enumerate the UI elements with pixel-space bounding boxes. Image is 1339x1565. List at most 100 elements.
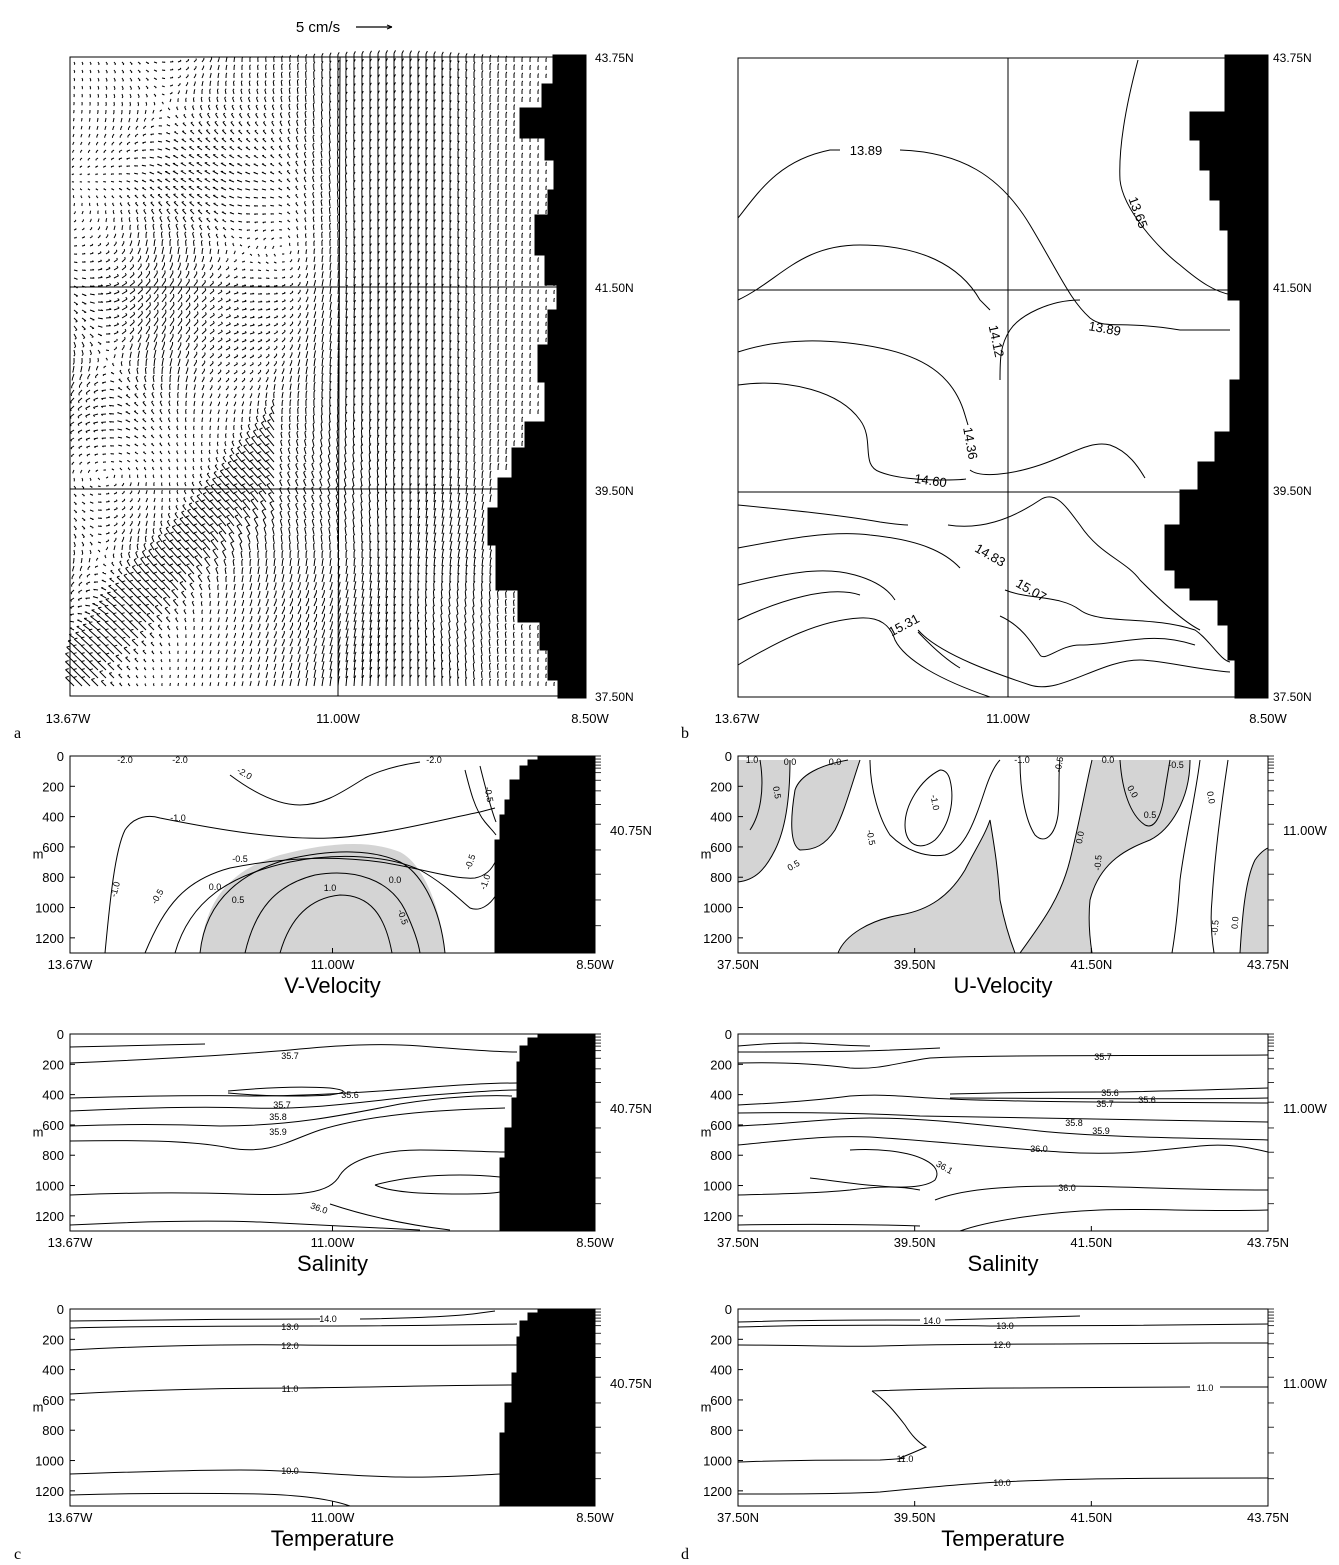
panel-title: Temperature: [941, 1526, 1065, 1551]
x-tick-label: 8.50W: [571, 711, 609, 726]
contour-line: [69, 1044, 518, 1064]
y-tick-label: 400: [42, 810, 64, 825]
contour-label: 0.0: [829, 757, 842, 767]
contour-label: -0.5: [463, 853, 478, 871]
y-tick-label: 600: [710, 1393, 732, 1408]
y-tick-label: 1200: [703, 1484, 732, 1499]
contour-line: [1119, 59, 1233, 296]
contour-line: [737, 340, 969, 426]
vector-field: [65, 50, 555, 687]
y-tick-label: 0: [725, 1027, 732, 1042]
contour-line: [999, 299, 1081, 381]
side-label: 11.00W: [1283, 1101, 1328, 1116]
contour-line: [1210, 759, 1229, 954]
y-tick-label: 37.50N: [1273, 690, 1312, 704]
contour-label: 13.0: [281, 1322, 299, 1332]
contour-label: 13.65: [1126, 195, 1151, 231]
y-tick-label: 400: [710, 810, 732, 825]
y-tick-label: 1200: [703, 931, 732, 946]
scale-arrow-head: [386, 24, 393, 30]
panel-title: V-Velocity: [284, 973, 381, 998]
contour-label: 35.8: [1065, 1118, 1083, 1128]
contour-line: [464, 769, 497, 836]
contour-label: 35.8: [269, 1112, 287, 1122]
x-tick-label: 39.50N: [894, 1510, 936, 1525]
x-tick-label: 13.67W: [48, 1235, 94, 1250]
contour-line: [69, 1323, 518, 1329]
contour-label: 14.83: [972, 540, 1008, 569]
x-tick-label: 41.50N: [1070, 1235, 1112, 1250]
y-tick-label: 0: [57, 1302, 64, 1317]
contour-label: -2.0: [426, 755, 442, 765]
contour-line: [737, 1342, 1269, 1347]
y-tick-label: 1200: [35, 1484, 64, 1499]
contour-line: [69, 1082, 518, 1099]
y-tick-label: 1200: [703, 1209, 732, 1224]
contour-line: [1119, 759, 1171, 827]
land-mask: [499, 1033, 596, 1232]
contour-label: 14.60: [913, 471, 947, 490]
x-tick-label: 13.67W: [48, 957, 94, 972]
contour-label: 15.31: [886, 611, 922, 640]
contour-label: -2.0: [117, 755, 133, 765]
velocity-vectors: [65, 50, 555, 687]
contour-label: -1.0: [478, 873, 493, 891]
contour-line: [144, 857, 497, 954]
x-tick-label: 43.75N: [1247, 1235, 1289, 1250]
y-tick-label: 0: [725, 749, 732, 764]
contour-line: [737, 1315, 1081, 1323]
contour-label: -0.5: [232, 854, 248, 864]
contour-label: 13.0: [996, 1321, 1014, 1331]
contour-label: -1.0: [929, 794, 942, 811]
contour-label: 12.0: [281, 1341, 299, 1351]
y-unit-label: m: [33, 1399, 44, 1414]
contour-line: [199, 851, 446, 954]
contour-line: [871, 1390, 928, 1459]
contour-label: 35.9: [1092, 1126, 1110, 1136]
y-tick-label: 200: [42, 1057, 64, 1072]
contour-line: [174, 856, 497, 954]
panel-label: a: [14, 725, 21, 742]
contour-line: [809, 1149, 938, 1188]
contour-line: [737, 591, 861, 621]
y-tick-label: 0: [725, 1302, 732, 1317]
y-tick-label: 1200: [35, 1209, 64, 1224]
contour-line: [69, 1095, 513, 1127]
panel-label: c: [14, 1546, 21, 1563]
y-tick-label: 39.50N: [595, 484, 634, 498]
side-label: 11.00W: [1283, 823, 1328, 838]
contour-label: 35.7: [273, 1100, 291, 1110]
contour-label: 11.0: [1197, 1383, 1214, 1393]
contour-line: [1088, 759, 1191, 954]
panel-title: Salinity: [968, 1251, 1039, 1276]
y-tick-label: 41.50N: [595, 281, 634, 295]
panel-label: d: [681, 1546, 689, 1563]
contour-label: 35.6: [341, 1090, 359, 1100]
side-label: 40.75N: [610, 1101, 652, 1116]
contour-label: -0.5: [1092, 855, 1103, 871]
contour-line: [737, 1042, 871, 1047]
y-tick-label: 600: [710, 1118, 732, 1133]
contour-label: 13.89: [850, 143, 883, 158]
contour-label: 35.9: [269, 1127, 287, 1137]
y-tick-label: 400: [710, 1088, 732, 1103]
y-tick-label: 0: [57, 1027, 64, 1042]
x-tick-label: 8.50W: [576, 1510, 614, 1525]
y-tick-label: 800: [710, 870, 732, 885]
contour-line: [69, 1344, 518, 1351]
y-tick-label: 200: [42, 1332, 64, 1347]
y-tick-label: 1000: [703, 1454, 732, 1469]
x-tick-label: 41.50N: [1070, 1510, 1112, 1525]
y-unit-label: m: [33, 1124, 44, 1139]
contour-label: 1.0: [324, 883, 337, 893]
contour-line: [749, 759, 763, 831]
contour-line: [737, 1117, 1269, 1141]
contour-line: [737, 1094, 1269, 1106]
contour-line: [69, 1384, 513, 1395]
contour-label: -1.0: [108, 880, 122, 898]
contour-label: 1.0: [746, 755, 759, 765]
contour-line: [229, 761, 421, 806]
contour-line: [479, 765, 497, 823]
contour-line: [737, 533, 1231, 663]
y-tick-label: 200: [710, 1057, 732, 1072]
